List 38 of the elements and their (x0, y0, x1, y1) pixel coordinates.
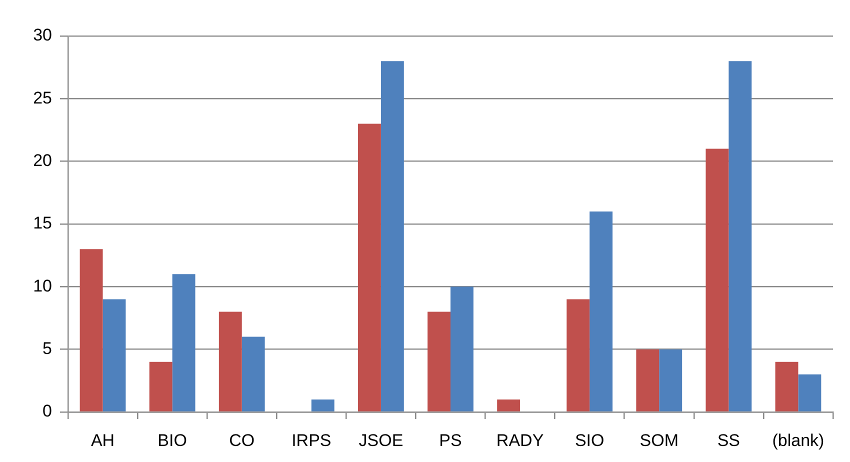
x-tick-label: SOM (640, 430, 679, 450)
x-tick-label: JSOE (358, 430, 404, 450)
y-tick-label: 10 (33, 276, 52, 296)
x-tick-label: CO (229, 430, 255, 450)
bar (659, 349, 682, 412)
x-tick-label: RADY (496, 430, 544, 450)
bar (242, 336, 265, 412)
bar (358, 124, 381, 412)
bar (636, 349, 660, 412)
bar (566, 299, 590, 412)
y-tick-label: 20 (33, 151, 52, 170)
bar (311, 399, 334, 412)
y-tick-label: 5 (42, 339, 52, 358)
x-tick-label: (blank) (772, 430, 824, 450)
x-tick-label: SS (717, 430, 740, 450)
bar (380, 61, 404, 412)
x-tick-label: IRPS (292, 430, 332, 450)
bar (728, 61, 752, 412)
bar (80, 249, 103, 412)
bar (172, 274, 196, 412)
bar (450, 286, 474, 412)
bar (102, 299, 126, 412)
y-tick-label: 25 (33, 88, 52, 108)
x-tick-label: BIO (158, 430, 187, 450)
x-tick-label: PS (439, 430, 462, 450)
bar (497, 399, 520, 412)
x-tick-label: SIO (574, 430, 604, 450)
bar (428, 312, 450, 412)
bar (590, 211, 613, 412)
bar (706, 148, 729, 412)
y-tick-label: 30 (33, 26, 52, 45)
x-tick-label: AH (90, 430, 115, 450)
bar (149, 362, 172, 412)
bar (775, 362, 798, 412)
y-tick-label: 15 (33, 214, 52, 233)
bar (218, 312, 242, 412)
bar (798, 374, 822, 412)
y-tick-label: 0 (42, 402, 52, 421)
